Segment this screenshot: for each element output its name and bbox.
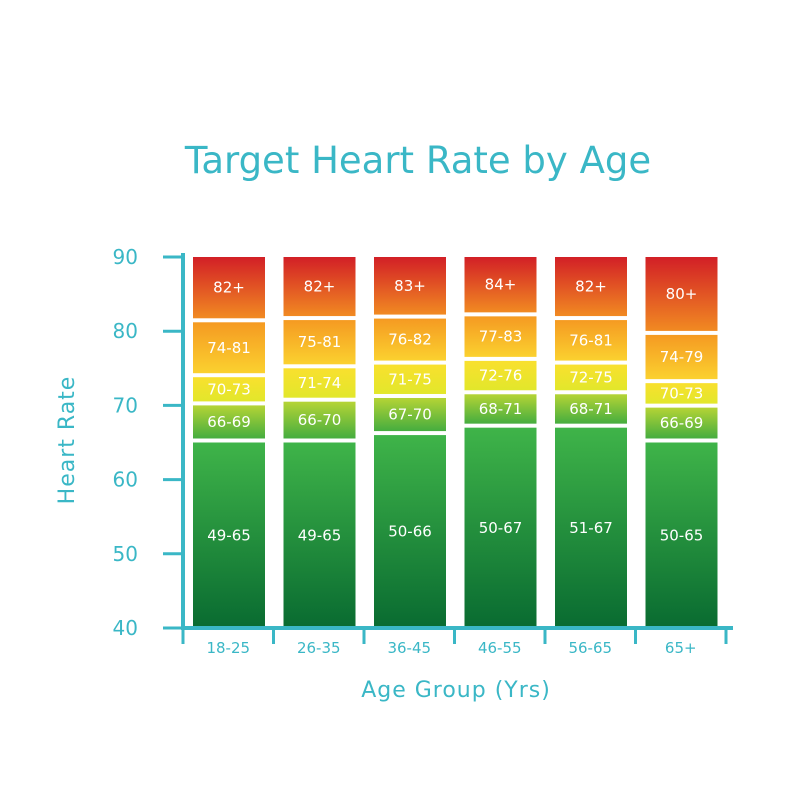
x-tick-label: 36-45 [387, 639, 431, 657]
bar-segment [193, 257, 265, 319]
segment-label: 70-73 [207, 380, 251, 398]
bar-segment [374, 397, 446, 432]
bar-segment [464, 427, 537, 628]
bar-segment [645, 257, 718, 331]
bar-segment [555, 320, 627, 361]
y-tick-label: 70 [113, 393, 138, 417]
bar-18-25: 49-65 66-69 70-73 74-81 82+ [193, 257, 265, 628]
bar-segment [645, 383, 718, 404]
bar-segment [283, 401, 356, 439]
segment-label: 66-69 [207, 413, 251, 431]
y-tick-label: 80 [113, 319, 138, 343]
segment-label: 71-74 [298, 374, 342, 392]
bars-group: 49-65 66-69 70-73 74-81 82+ 49-65 66-70 71-74 75… [193, 257, 718, 628]
segment-label: 50-66 [388, 523, 432, 541]
segment-label: 66-69 [660, 414, 704, 432]
y-tick-label: 60 [113, 468, 138, 492]
segment-label: 49-65 [207, 526, 251, 544]
bar-segment [555, 394, 627, 424]
bar-segment [555, 427, 627, 628]
segment-label: 71-75 [388, 370, 432, 388]
x-tick-label: 65+ [665, 639, 697, 657]
segment-label: 76-82 [388, 331, 432, 349]
segment-label: 82+ [575, 278, 607, 296]
segment-label: 74-81 [207, 339, 251, 357]
segment-label: 76-81 [569, 331, 613, 349]
bar-segment [374, 435, 446, 628]
axes-group: 40 50 60 70 80 90 18-25 26-35 36-45 46-55 56-65 65+ [113, 245, 733, 657]
segment-label: 84+ [485, 276, 517, 294]
bar-36-45: 50-66 67-70 71-75 76-82 83+ [374, 257, 446, 628]
bar-segment [193, 322, 265, 374]
bar-segment [283, 320, 356, 365]
bar-segment [645, 407, 718, 439]
segment-label: 72-75 [569, 368, 613, 386]
segment-label: 82+ [304, 278, 336, 296]
bar-segment [283, 257, 356, 317]
segment-label: 82+ [213, 279, 245, 297]
bar-46-55: 50-67 68-71 72-76 77-83 84+ [464, 257, 537, 628]
x-tick-label: 56-65 [568, 639, 612, 657]
bar-segment [374, 318, 446, 361]
segment-label: 68-71 [479, 400, 523, 418]
segment-label: 67-70 [388, 406, 432, 424]
bar-segment [193, 405, 265, 439]
segment-label: 68-71 [569, 400, 613, 418]
segment-label: 83+ [394, 277, 426, 295]
segment-label: 49-65 [298, 526, 342, 544]
segment-label: 70-73 [660, 384, 704, 402]
bar-segment [193, 442, 265, 628]
segment-label: 75-81 [298, 333, 342, 351]
segment-label: 50-67 [479, 519, 523, 537]
y-tick-label: 50 [113, 542, 138, 566]
x-tick-label: 26-35 [297, 639, 341, 657]
x-axis-title: Age Group (Yrs) [361, 678, 551, 703]
bar-26-35: 49-65 66-70 71-74 75-81 82+ [283, 257, 356, 628]
bar-segment [374, 257, 446, 315]
y-tick-label: 40 [113, 616, 138, 640]
bar-segment [464, 257, 537, 313]
y-tick-label: 90 [113, 245, 138, 269]
bar-65+: 50-65 66-69 70-73 74-79 80+ [645, 257, 718, 628]
bar-segment [464, 360, 537, 391]
x-tick-label: 18-25 [206, 639, 250, 657]
bar-segment [555, 257, 627, 317]
bar-segment [193, 377, 265, 402]
x-tick-label: 46-55 [478, 639, 522, 657]
chart-title: Target Heart Rate by Age [184, 139, 651, 182]
bar-segment [555, 364, 627, 391]
bar-segment [283, 368, 356, 398]
segment-label: 80+ [666, 285, 698, 303]
segment-label: 74-79 [660, 348, 704, 366]
segment-label: 77-83 [479, 328, 523, 346]
segment-label: 72-76 [479, 367, 523, 385]
bar-56-65: 51-67 68-71 72-75 76-81 82+ [555, 257, 627, 628]
bar-segment [374, 364, 446, 394]
segment-label: 51-67 [569, 519, 613, 537]
segment-label: 66-70 [298, 411, 342, 429]
bar-segment [645, 442, 718, 628]
bar-segment [283, 442, 356, 628]
y-axis-title: Heart Rate [55, 376, 80, 505]
bar-segment [464, 394, 537, 424]
bar-segment [645, 334, 718, 380]
bar-segment [464, 316, 537, 357]
segment-label: 50-65 [660, 526, 704, 544]
